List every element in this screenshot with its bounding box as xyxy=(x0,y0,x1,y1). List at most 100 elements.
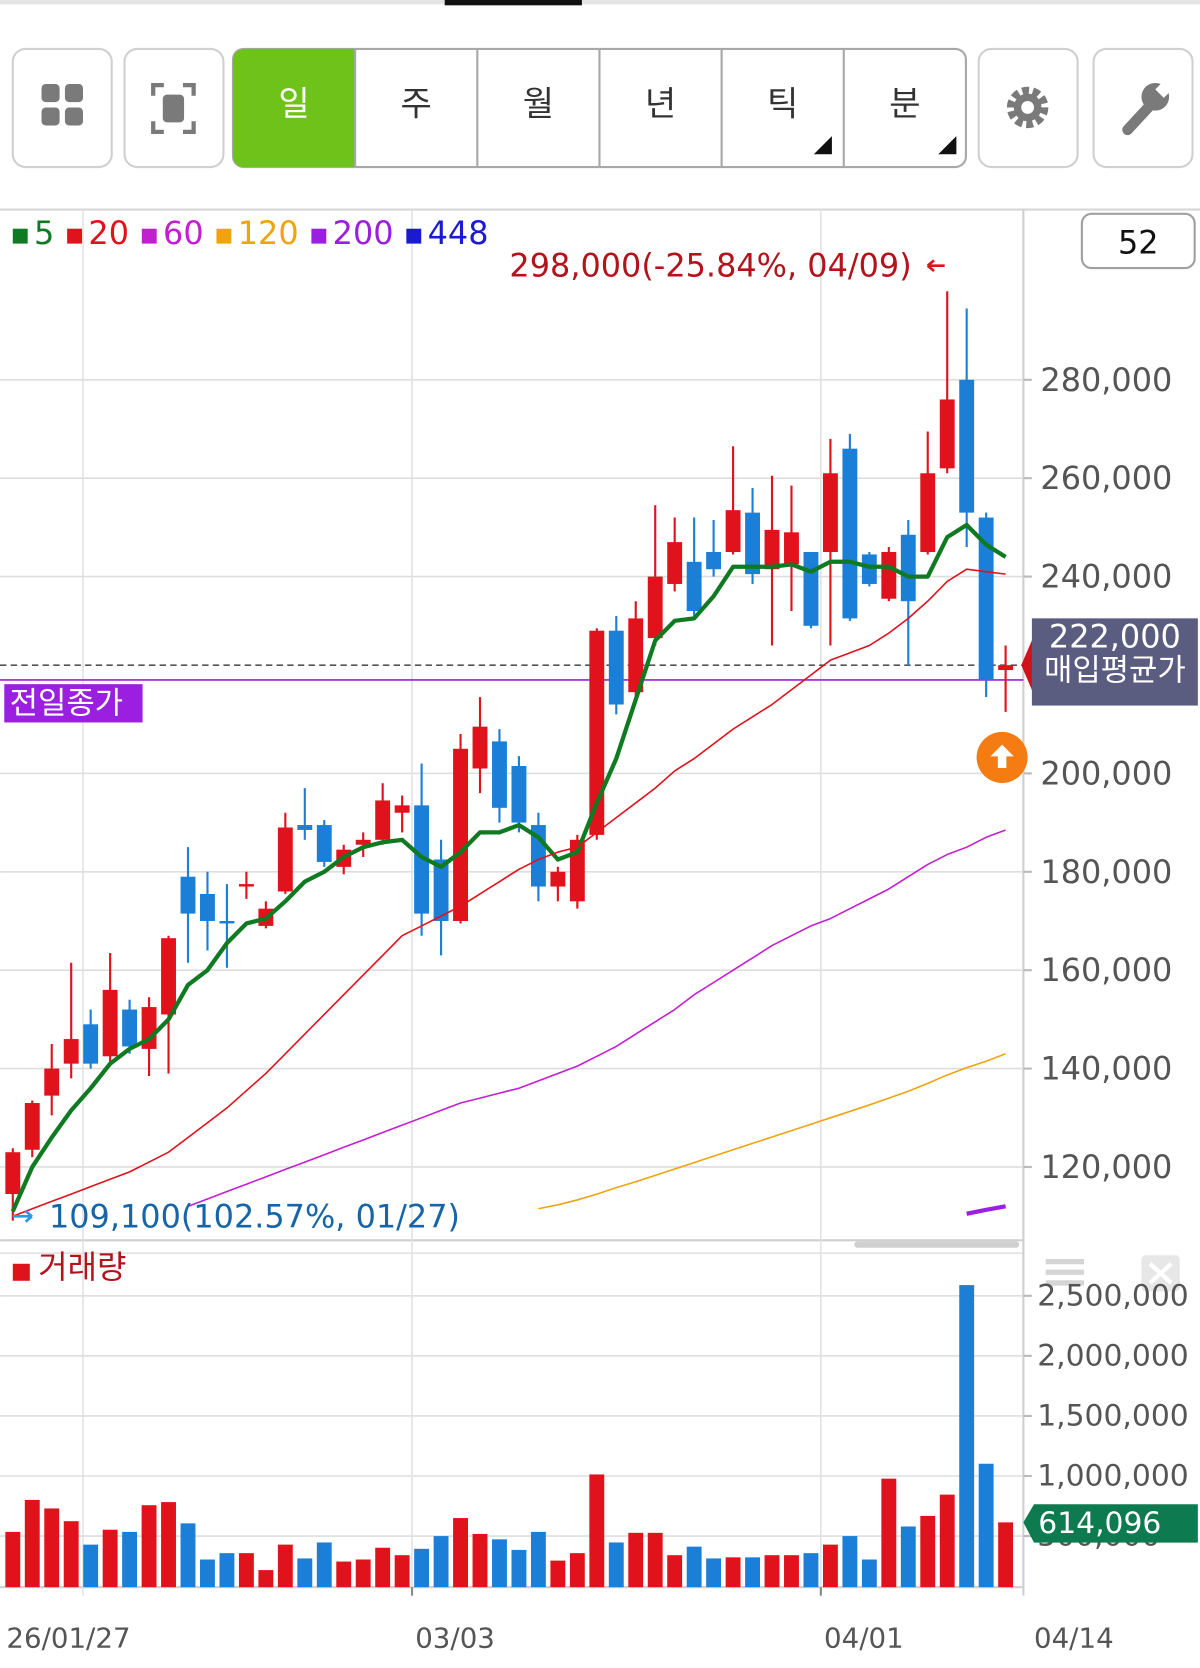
annotation: 109,100(102.57%, 01/27) xyxy=(49,1197,460,1235)
y-tick-label: 260,000 xyxy=(1040,459,1172,497)
volume-bar xyxy=(978,1463,994,1588)
candle-body xyxy=(764,529,780,570)
prev-close-label: 전일종가 xyxy=(10,685,123,721)
avg-price-badge xyxy=(1031,618,1198,706)
tab-label: 틱 xyxy=(767,84,798,124)
volume-bar xyxy=(900,1526,916,1588)
volume-bar xyxy=(5,1531,21,1588)
menu-icon[interactable] xyxy=(1045,1258,1085,1286)
volume-bar xyxy=(959,1285,975,1588)
tab[interactable]: 월 xyxy=(476,48,554,168)
candle-body xyxy=(316,825,332,862)
volume-bar xyxy=(44,1508,60,1588)
volume-bar xyxy=(161,1502,176,1588)
candle-body xyxy=(394,805,410,813)
candle-body xyxy=(414,805,430,914)
legend-label[interactable]: 200 xyxy=(333,214,394,252)
candle-body xyxy=(83,1024,99,1064)
visible-count: 52 xyxy=(1118,224,1159,262)
tab-label: 년 xyxy=(645,84,676,124)
tab[interactable]: 년 xyxy=(598,48,676,168)
volume-bar xyxy=(414,1548,430,1588)
volume-bar xyxy=(102,1529,118,1588)
candle-body xyxy=(900,534,916,602)
volume-bar xyxy=(686,1546,702,1588)
candle-body xyxy=(102,989,118,1057)
legend-swatch xyxy=(311,228,327,244)
candle-body xyxy=(44,1068,60,1096)
ma-line xyxy=(12,568,1006,1217)
candle-body xyxy=(998,665,1014,671)
candle-body xyxy=(24,1103,40,1150)
annotation: 298,000(-25.84%, 04/09) xyxy=(509,247,911,285)
icon-part xyxy=(1155,78,1175,98)
scroll-up-button[interactable] xyxy=(976,731,1028,783)
fullscreen-button[interactable] xyxy=(123,47,225,169)
volume-bar xyxy=(219,1553,235,1588)
tab-label: 일 xyxy=(278,84,309,124)
y-tick-label: 160,000 xyxy=(1040,951,1172,989)
annotation-arrow xyxy=(926,259,945,273)
tab[interactable]: 일 xyxy=(232,48,356,168)
tab[interactable]: 분 xyxy=(842,48,921,168)
moving-averages xyxy=(10,522,1007,1217)
resize-handle[interactable] xyxy=(854,1241,1020,1248)
volume-bar xyxy=(803,1553,819,1588)
annotation-arrow xyxy=(12,1210,33,1223)
candle-body xyxy=(141,1007,157,1049)
volume-bar xyxy=(861,1559,877,1588)
y-tick-label: 200,000 xyxy=(1040,754,1172,792)
candle-body xyxy=(647,576,663,639)
icon-part xyxy=(1006,86,1049,129)
volume-bar xyxy=(608,1542,624,1588)
candle-body xyxy=(297,825,313,830)
candle-body xyxy=(628,618,644,693)
candle-body xyxy=(453,748,468,921)
legend-swatch xyxy=(67,228,83,244)
layout-button[interactable] xyxy=(11,47,113,169)
candle-body xyxy=(803,551,819,626)
tab[interactable]: 틱 xyxy=(720,48,799,168)
close-icon[interactable] xyxy=(1141,1255,1180,1292)
volume-bar xyxy=(511,1549,527,1588)
count-box[interactable] xyxy=(1080,212,1196,270)
candle-body xyxy=(784,532,799,565)
tab[interactable]: 주 xyxy=(354,48,432,168)
volume-bar xyxy=(550,1560,566,1588)
volume-bar xyxy=(394,1555,410,1588)
x-tick-label: 03/03 xyxy=(415,1622,495,1655)
legend-label[interactable]: 60 xyxy=(163,214,204,252)
volume-bar xyxy=(939,1494,955,1588)
candle-body xyxy=(200,893,215,921)
candle-body xyxy=(277,827,293,892)
x-tick-label: 04/01 xyxy=(824,1622,904,1655)
settings-button[interactable] xyxy=(977,47,1079,169)
volume-bar xyxy=(842,1536,858,1588)
candle-body xyxy=(180,876,196,914)
avg-price-pointer xyxy=(1021,635,1035,695)
legend-label[interactable]: 120 xyxy=(238,214,299,252)
icon-part xyxy=(151,82,196,135)
y-tick-label: 2,500,000 xyxy=(1037,1278,1188,1313)
candle-body xyxy=(355,839,371,845)
dropdown-marker xyxy=(938,136,957,155)
legend-label[interactable]: 448 xyxy=(428,214,489,252)
volume-bar xyxy=(180,1523,196,1588)
y-tick-label: 240,000 xyxy=(1040,558,1172,596)
volume-bar xyxy=(920,1515,936,1588)
close-icon-cross xyxy=(1148,1262,1173,1285)
candle-body xyxy=(219,920,235,924)
y-tick-label: 1,500,000 xyxy=(1037,1398,1188,1433)
legend-label[interactable]: 5 xyxy=(34,214,54,252)
volume-bar xyxy=(238,1553,254,1588)
tools-button[interactable] xyxy=(1092,47,1194,169)
volume-bar xyxy=(589,1474,605,1588)
legend-label[interactable]: 거래량 xyxy=(38,1248,126,1286)
legend-label[interactable]: 20 xyxy=(88,214,129,252)
candle-body xyxy=(161,938,176,1015)
candle-body xyxy=(725,510,741,552)
volume-bar xyxy=(453,1518,468,1588)
